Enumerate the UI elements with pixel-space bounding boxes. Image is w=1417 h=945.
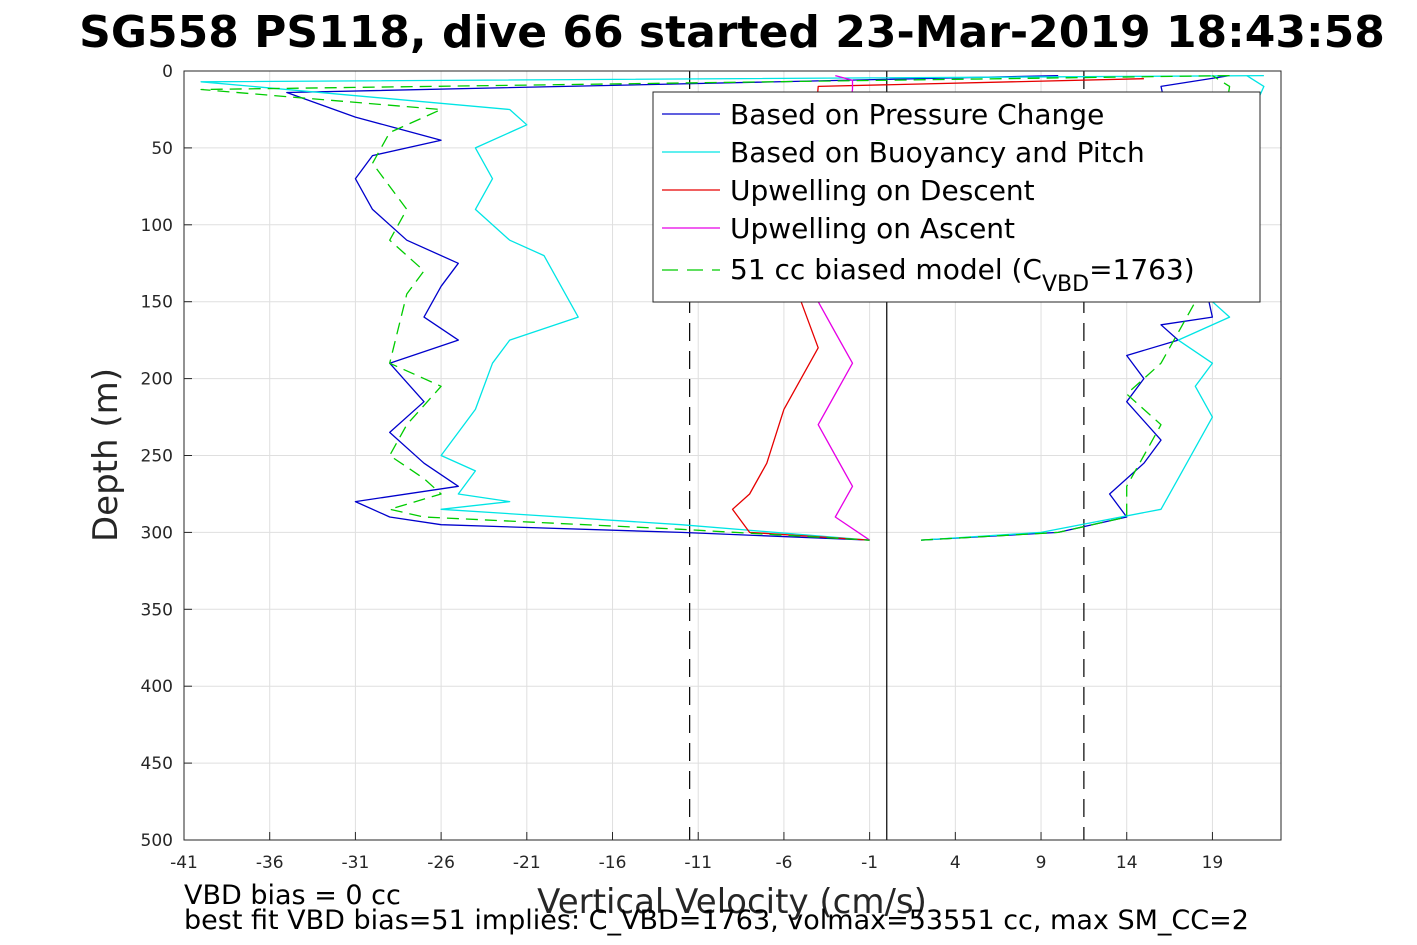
y-tick-label: 50 bbox=[151, 139, 173, 159]
chart-title: SG558 PS118, dive 66 started 23-Mar-2019… bbox=[79, 7, 1385, 58]
x-tick-label: 9 bbox=[1036, 853, 1047, 873]
x-tick-label: -21 bbox=[513, 853, 541, 873]
legend-model-suffix: =1763) bbox=[1089, 253, 1195, 286]
x-tick-label: -36 bbox=[256, 853, 284, 873]
x-tick-label: 4 bbox=[950, 853, 961, 873]
legend-label-model: 51 cc biased model (CVBD=1763) bbox=[730, 253, 1195, 297]
x-tick-label: -16 bbox=[599, 853, 627, 873]
y-tick-label: 0 bbox=[162, 62, 173, 82]
legend-label: Based on Pressure Change bbox=[730, 98, 1104, 131]
x-tick-label: -11 bbox=[684, 853, 712, 873]
legend-label: Upwelling on Descent bbox=[730, 174, 1035, 207]
y-tick-label: 350 bbox=[141, 600, 173, 620]
legend-model-prefix: 51 cc biased model (C bbox=[730, 253, 1042, 286]
x-tick-label: -6 bbox=[775, 853, 792, 873]
y-tick-label: 300 bbox=[141, 523, 173, 543]
footer-vbd-bias: VBD bias = 0 cc bbox=[184, 880, 401, 911]
x-tick-label: -41 bbox=[170, 853, 198, 873]
x-tick-label: -1 bbox=[861, 853, 878, 873]
footer-best-fit: best fit VBD bias=51 implies: C_VBD=1763… bbox=[184, 905, 1249, 936]
y-tick-label: 400 bbox=[141, 677, 173, 697]
y-axis-label: Depth (m) bbox=[86, 368, 126, 542]
x-axis-label: Vertical Velocity (cm/s) bbox=[537, 882, 927, 922]
legend-model-subscript: VBD bbox=[1042, 272, 1089, 297]
y-tick-label: 500 bbox=[141, 831, 173, 851]
legend-items: Based on Pressure Change Based on Buoyanc… bbox=[662, 98, 1145, 245]
series-line-1-descent bbox=[200, 74, 1264, 541]
x-tick-label: -31 bbox=[342, 853, 370, 873]
x-tick-label: 19 bbox=[1202, 853, 1224, 873]
legend-box bbox=[652, 91, 1261, 303]
legend-label: Upwelling on Ascent bbox=[730, 212, 1015, 245]
series-line-4-descent bbox=[200, 74, 1230, 541]
y-tick-label: 250 bbox=[141, 447, 173, 467]
series-line-3-ascent bbox=[817, 74, 870, 541]
legend-label: Based on Buoyancy and Pitch bbox=[730, 136, 1145, 169]
y-tick-label: 450 bbox=[141, 754, 173, 774]
legend: Based on Pressure Change Based on Buoyanc… bbox=[652, 91, 1261, 303]
series-line-0-descent bbox=[286, 74, 1059, 541]
y-tick-label: 100 bbox=[141, 216, 173, 236]
y-tick-label: 200 bbox=[141, 370, 173, 390]
x-tick-label: 14 bbox=[1116, 853, 1138, 873]
series-line-0-ascent bbox=[920, 74, 1230, 541]
y-tick-label: 150 bbox=[141, 293, 173, 313]
tick-labels: -41 -36 -31 -26 -21 -16 -11 -6 -1 4 9 14 19 0 50 100 150… bbox=[141, 62, 1224, 873]
series-line-4-ascent bbox=[920, 75, 1231, 541]
x-tick-label: -26 bbox=[427, 853, 455, 873]
